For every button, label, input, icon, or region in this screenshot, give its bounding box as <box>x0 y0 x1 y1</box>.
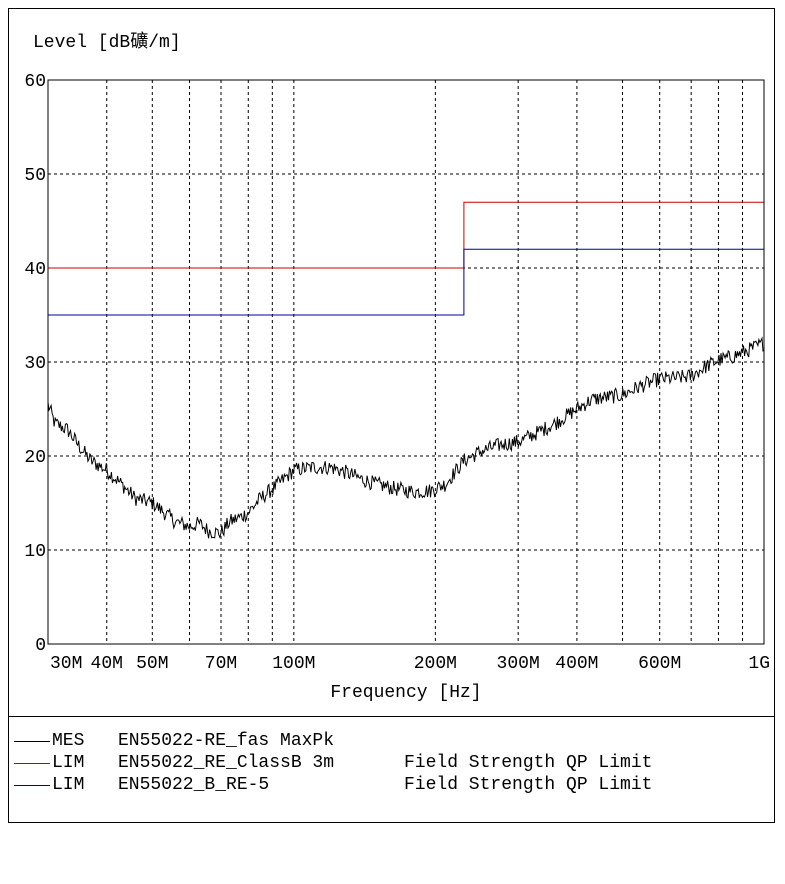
y-tick-label: 10 <box>24 542 46 562</box>
series-layer <box>47 201 765 539</box>
plot-area <box>47 79 765 645</box>
x-axis-label: Frequency [Hz] <box>330 683 481 703</box>
chart-frame <box>8 8 775 823</box>
legend-swatch-lim-re5 <box>14 785 50 786</box>
series-line-mes-0 <box>47 336 765 539</box>
chart-svg: Level [dB礦/m] 0 10 20 30 40 50 60 30M 40M 50M 70M… <box>24 31 770 703</box>
legend-tag-lim-re5: LIM <box>52 775 85 795</box>
x-tick-label: 300M <box>497 654 540 674</box>
legend-tag-lim-classb: LIM <box>52 753 85 773</box>
legend-item-lim-re5: LIM EN55022_B_RE-5 Field Strength QP Lim… <box>14 774 652 796</box>
legend-swatch-lim-classb <box>14 763 50 764</box>
legend-name-lim-re5: EN55022_B_RE-5 <box>118 775 270 795</box>
y-tick-label: 0 <box>35 636 46 656</box>
y-tick-label: 40 <box>24 260 46 280</box>
y-tick-label: 50 <box>24 166 46 186</box>
grid <box>48 80 764 644</box>
y-tick-label: 20 <box>24 448 46 468</box>
x-tick-label: 200M <box>414 654 457 674</box>
legend-swatch-mes <box>14 741 50 742</box>
legend-item-lim-classb: LIM EN55022_RE_ClassB 3m Field Strength … <box>14 752 652 774</box>
legend-desc-lim-re5: Field Strength QP Limit <box>404 775 653 795</box>
x-tick-label: 40M <box>91 654 123 674</box>
legend-item-mes: MES EN55022-RE_fas MaxPk <box>14 730 334 752</box>
x-tick-label: 50M <box>136 654 168 674</box>
x-tick-label: 400M <box>555 654 598 674</box>
y-tick-labels: 0 10 20 30 40 50 60 <box>24 72 46 656</box>
y-tick-label: 60 <box>24 72 46 92</box>
series-line-lim-2 <box>48 248 764 316</box>
legend-tag-mes: MES <box>52 731 85 751</box>
y-tick-label: 30 <box>24 354 46 374</box>
x-tick-labels: 30M 40M 50M 70M 100M 200M 300M 400M 600M 1G <box>50 654 770 674</box>
x-tick-label: 600M <box>638 654 681 674</box>
x-tick-label: 70M <box>205 654 237 674</box>
y-axis-label: Level [dB礦/m] <box>33 31 181 53</box>
legend-name-mes: EN55022-RE_fas MaxPk <box>118 731 335 751</box>
legend-separator <box>8 716 775 717</box>
legend-name-lim-classb: EN55022_RE_ClassB 3m <box>118 753 335 773</box>
series-line-lim-1 <box>48 201 764 269</box>
x-tick-label: 30M <box>50 654 82 674</box>
x-tick-label: 1G <box>748 654 770 674</box>
legend-desc-lim-classb: Field Strength QP Limit <box>404 753 653 773</box>
x-tick-label: 100M <box>272 654 315 674</box>
